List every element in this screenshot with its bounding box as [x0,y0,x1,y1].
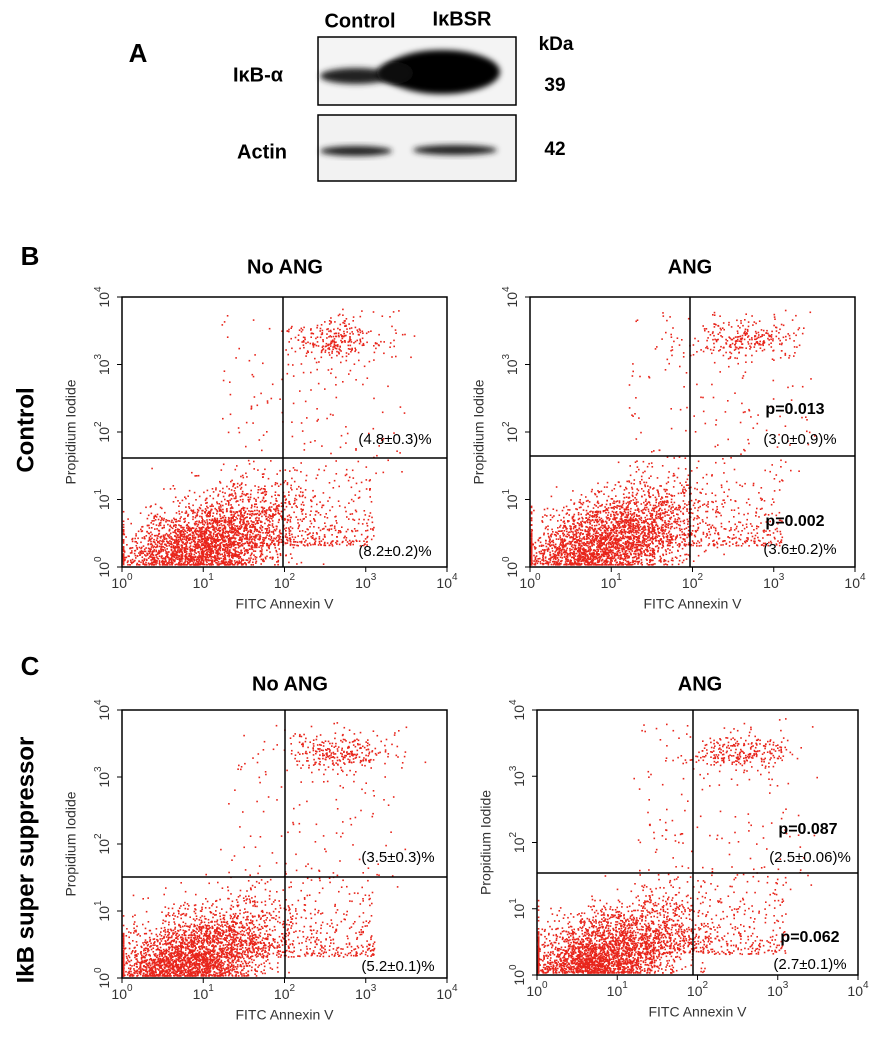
tick-label: 104 [436,983,458,1002]
tick-label: 101 [607,980,629,999]
panel-label: C [21,651,40,681]
protein-label: IκB-α [233,64,284,86]
tick-label: 101 [193,983,215,1002]
tick-label: 103 [355,983,377,1002]
p-value: p=0.062 [780,929,839,946]
plot-title: No ANG [252,673,328,695]
protein-label: Actin [237,141,287,163]
tick-label: 103 [767,980,789,999]
size-label: 39 [544,75,565,96]
tick-label: 101 [193,572,215,591]
column-label: Control [324,10,395,32]
tick-label: 101 [601,572,623,591]
panel-label: A [129,38,148,68]
x-axis-label: FITC Annexin V [648,1004,747,1020]
tick-label: 100 [508,964,527,986]
tick-label: 102 [508,831,527,853]
tick-label: 103 [355,572,377,591]
blot [318,37,516,181]
tick-label: 102 [274,572,296,591]
y-axis-label: Propidium Iodide [63,791,79,896]
tick-label: 103 [763,572,785,591]
p-value: p=0.013 [765,401,824,418]
quadrant-percent: (2.7±0.1)% [773,956,846,973]
tick-label: 101 [93,488,112,510]
x-axis-label: FITC Annexin V [235,1007,334,1023]
quadrant-percent: (8.2±0.2)% [358,543,431,560]
tick-label: 103 [501,353,520,375]
unit-label: kDa [539,34,574,55]
quadrant-percent: (5.2±0.1)% [361,958,434,975]
tick-label: 102 [687,980,709,999]
column-label: IκBSR [433,8,492,30]
x-axis-label: FITC Annexin V [235,596,334,612]
y-axis-label: Propidium Iodide [478,790,494,895]
quadrant-percent: (3.0±0.9)% [763,431,836,448]
plot-title: No ANG [247,256,323,278]
tick-label: 104 [93,286,112,308]
panel-label: B [21,241,40,271]
tick-label: 103 [93,353,112,375]
quadrant-percent: (2.5±0.06)% [769,849,851,866]
tick-label: 101 [508,898,527,920]
tick-label: 102 [93,421,112,443]
tick-label: 100 [111,572,133,591]
tick-label: 104 [844,572,866,591]
tick-label: 102 [682,572,704,591]
tick-label: 101 [93,900,112,922]
tick-label: 100 [501,556,520,578]
p-value: p=0.002 [765,513,824,530]
tick-label: 102 [274,983,296,1002]
tick-label: 103 [508,765,527,787]
p-value: p=0.087 [778,821,837,838]
tick-label: 101 [501,488,520,510]
tick-label: 100 [526,980,548,999]
plot-title: ANG [678,673,722,695]
row-label: Control [12,387,39,472]
tick-label: 104 [508,699,527,721]
tick-label: 104 [847,980,869,999]
tick-label: 104 [436,572,458,591]
quadrant-percent: (3.6±0.2)% [763,541,836,558]
tick-label: 100 [111,983,133,1002]
tick-label: 104 [501,286,520,308]
y-axis-label: Propidium Iodide [471,379,487,484]
x-axis-label: FITC Annexin V [643,596,742,612]
quadrant-percent: (4.8±0.3)% [358,431,431,448]
plot-title: ANG [668,256,712,278]
tick-label: 102 [501,421,520,443]
tick-label: 100 [93,556,112,578]
event-cloud [538,718,818,974]
tick-label: 104 [93,699,112,721]
tick-label: 100 [519,572,541,591]
quadrant-percent: (3.5±0.3)% [361,849,434,866]
y-axis-label: Propidium Iodide [63,379,79,484]
tick-label: 102 [93,833,112,855]
size-label: 42 [544,139,565,160]
row-label: IkB super suppressor [12,737,39,984]
tick-label: 103 [93,766,112,788]
tick-label: 100 [93,967,112,989]
